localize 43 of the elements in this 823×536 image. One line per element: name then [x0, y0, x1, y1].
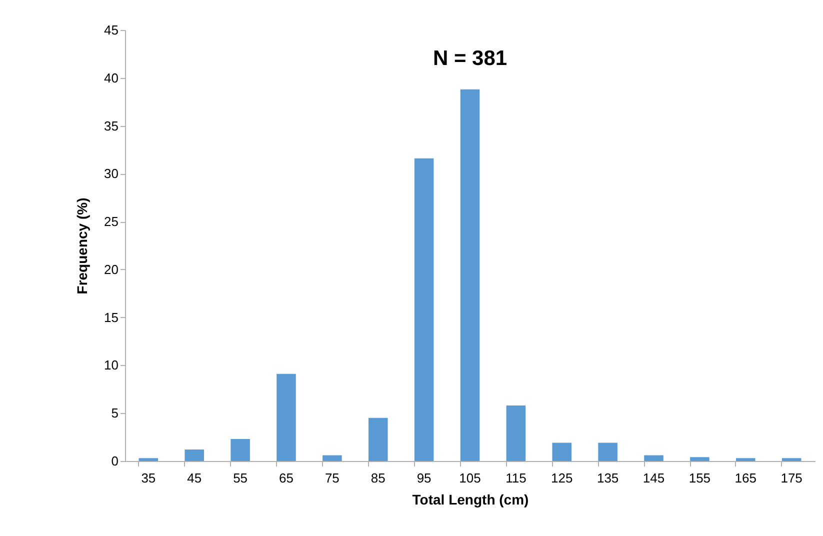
bar	[644, 455, 664, 461]
bar	[690, 457, 710, 461]
y-tick-label: 30	[104, 166, 118, 182]
x-tick-label: 165	[734, 470, 756, 486]
x-tick-label: 35	[141, 470, 156, 486]
bar	[414, 158, 434, 461]
bar	[598, 442, 618, 461]
x-tick-label: 145	[642, 470, 665, 486]
x-tick-label: 175	[780, 470, 802, 486]
bar	[506, 405, 526, 461]
x-tick-label: 125	[551, 470, 573, 486]
x-tick-label: 75	[324, 470, 340, 486]
bar	[460, 89, 480, 461]
y-tick-label: 45	[104, 22, 118, 38]
bar	[368, 418, 388, 461]
bar	[230, 438, 250, 461]
bar	[138, 458, 158, 461]
text: N = 381	[432, 47, 508, 70]
bar	[184, 450, 204, 461]
bar	[276, 374, 296, 461]
x-tick-label: 55	[233, 470, 248, 486]
y-tick-label: 25	[104, 214, 118, 230]
bar	[322, 455, 342, 461]
y-tick-label: 10	[104, 358, 118, 373]
bar	[736, 458, 756, 461]
x-tick-label: 135	[596, 470, 619, 486]
x-tick-label: 45	[187, 470, 202, 486]
y-tick-label: 35	[104, 118, 118, 134]
bar	[782, 458, 802, 461]
y-tick-label: 5	[111, 406, 118, 421]
x-tick-label: 155	[688, 470, 711, 486]
y-tick-label: 0	[111, 454, 118, 468]
x-axis-title: Total Length (cm)	[412, 492, 529, 508]
bar	[552, 442, 572, 461]
x-tick-label: 115	[506, 470, 526, 486]
y-axis-title: Frequency (%)	[74, 198, 90, 294]
y-tick-label: 20	[104, 262, 118, 277]
y-tick-label: 15	[104, 310, 118, 325]
x-tick-label: 95	[416, 470, 432, 486]
x-tick-label: 105	[459, 470, 481, 486]
x-tick-label: 65	[279, 470, 294, 486]
y-tick-label: 40	[104, 70, 118, 86]
x-tick-label: 85	[370, 470, 386, 486]
